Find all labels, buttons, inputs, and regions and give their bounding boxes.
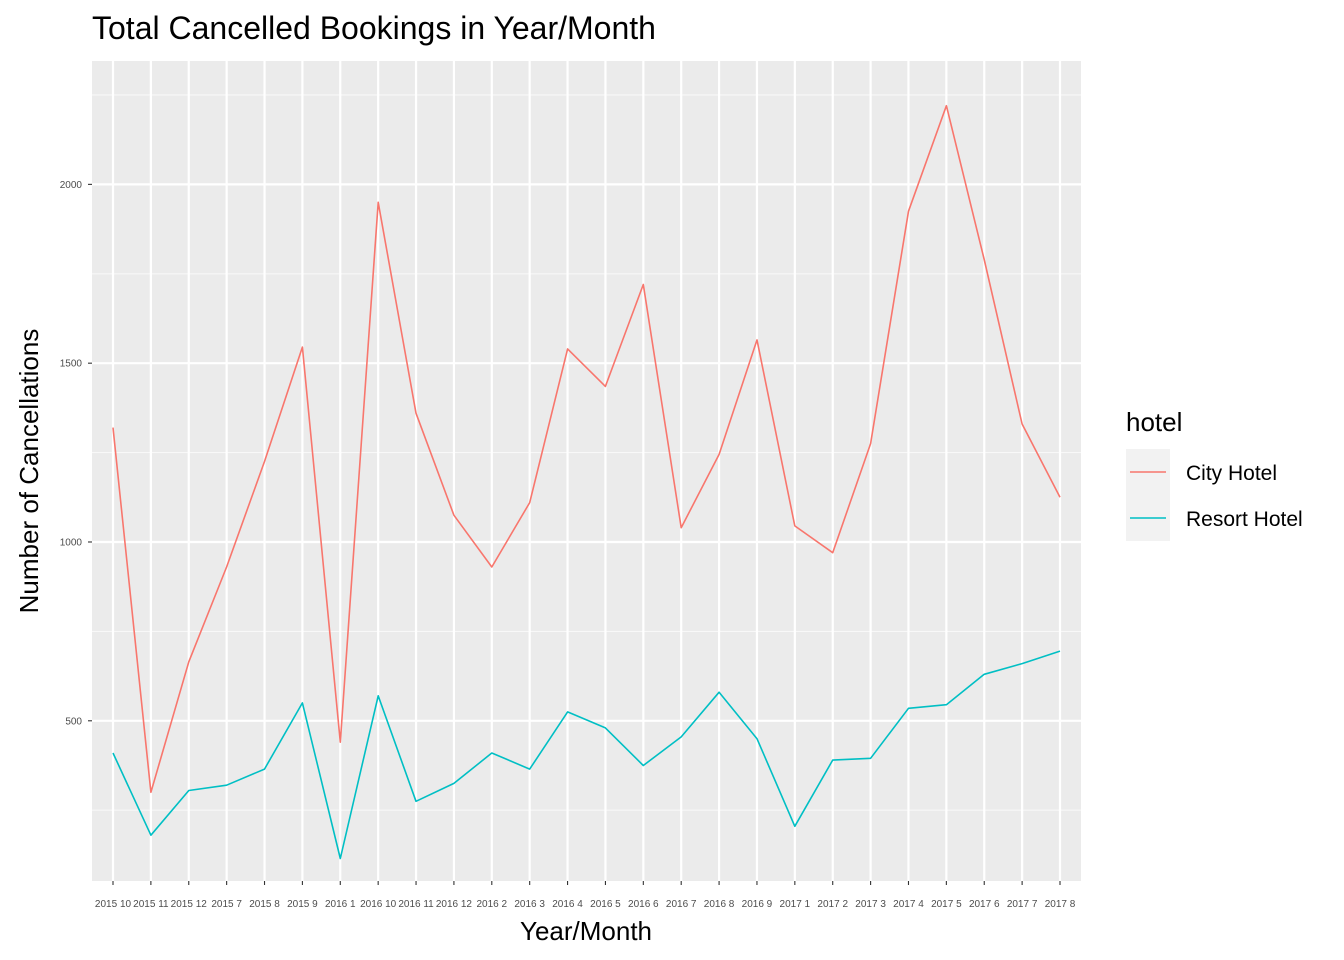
series-lines: [112, 104, 1061, 860]
x-tick-label: 2016 3: [514, 899, 545, 910]
x-tick-label: 2016 8: [704, 899, 735, 910]
x-tick-label: 2015 11: [133, 899, 169, 910]
x-tick-label: 2017 1: [780, 899, 811, 910]
minor-gridlines: [92, 94, 1081, 811]
legend-label: Resort Hotel: [1186, 508, 1303, 531]
x-tick-label: 2016 7: [666, 899, 697, 910]
x-tick-label: 2015 9: [287, 899, 318, 910]
x-tick-label: 2016 2: [477, 899, 508, 910]
x-tick-label: 2017 5: [931, 899, 962, 910]
major-gridlines: [92, 61, 1081, 881]
x-tick-label: 2017 7: [1007, 899, 1038, 910]
legend: hotel City Hotel Resort Hotel: [1126, 407, 1303, 541]
y-axis-title: Number of Cancellations: [14, 329, 44, 614]
x-tick-label: 2015 7: [211, 899, 242, 910]
series-line-resort-hotel: [112, 650, 1061, 860]
series-line-city-hotel: [112, 104, 1061, 794]
x-tick-label: 2015 8: [249, 899, 280, 910]
x-tick-label: 2016 4: [552, 899, 583, 910]
x-tick-label: 2016 10: [360, 899, 397, 910]
x-axis: 2015 10 2015 11 2015 12 2015 7 2015 8 2015 9 2…: [95, 881, 1076, 910]
x-tick-label: 2015 10: [95, 899, 132, 910]
legend-key-background: [1126, 449, 1170, 541]
chart-title: Total Cancelled Bookings in Year/Month: [92, 10, 656, 46]
y-tick-label: 1500: [60, 359, 83, 370]
x-tick-label: 2016 5: [590, 899, 621, 910]
y-tick-label: 500: [65, 716, 82, 727]
x-tick-label: 2017 6: [969, 899, 1000, 910]
x-tick-label: 2016 6: [628, 899, 659, 910]
x-tick-label: 2015 12: [171, 899, 208, 910]
y-tick-label: 1000: [60, 537, 83, 548]
x-tick-label: 2017 3: [855, 899, 886, 910]
y-axis: 500 1000 1500 2000: [60, 180, 92, 727]
x-axis-title: Year/Month: [520, 916, 652, 946]
plot-panel: [92, 61, 1081, 881]
x-tick-label: 2016 1: [325, 899, 356, 910]
y-tick-label: 2000: [60, 180, 83, 191]
x-tick-label: 2017 4: [893, 899, 924, 910]
x-tick-label: 2016 12: [436, 899, 473, 910]
legend-title: hotel: [1126, 407, 1182, 437]
x-tick-label: 2017 8: [1045, 899, 1076, 910]
legend-label: City Hotel: [1186, 462, 1277, 485]
x-tick-label: 2016 11: [398, 899, 434, 910]
x-tick-label: 2016 9: [742, 899, 773, 910]
x-tick-label: 2017 2: [817, 899, 848, 910]
